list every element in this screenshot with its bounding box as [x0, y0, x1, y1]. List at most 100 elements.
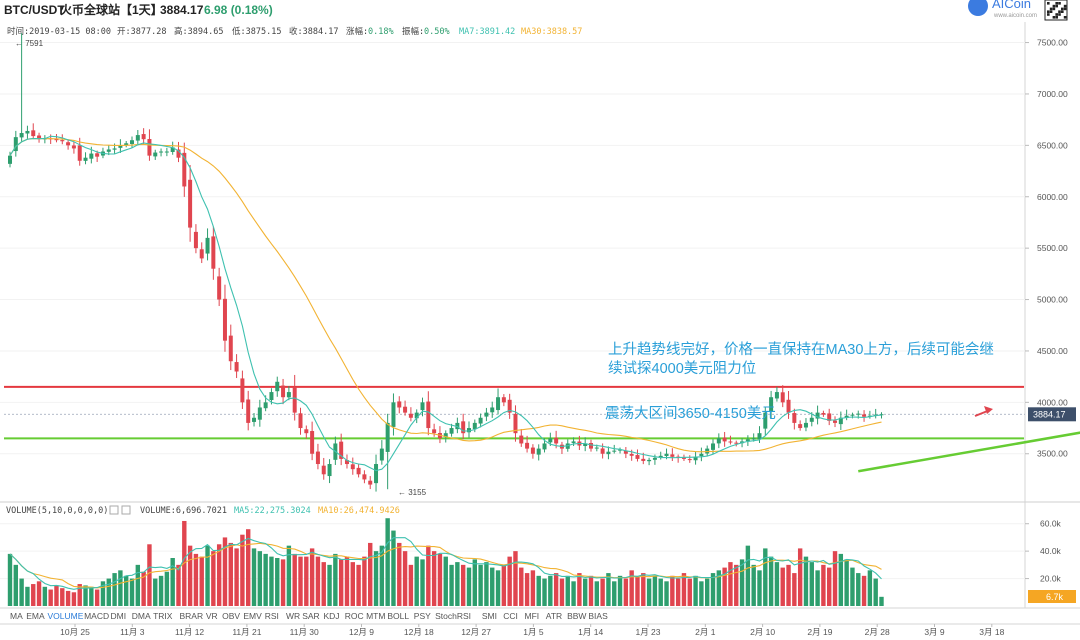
ohlc-time: 时间:2019-03-15 08:00	[7, 26, 111, 37]
volume-bar	[13, 564, 19, 606]
tab-ma[interactable]: MA	[10, 611, 23, 621]
candle-body	[769, 397, 774, 412]
candle-body	[95, 153, 100, 157]
tab-smi[interactable]: SMI	[482, 611, 497, 621]
volume-bar	[7, 553, 13, 606]
candle	[769, 390, 774, 419]
candle	[234, 354, 239, 379]
price-tick-label: 4000.00	[1037, 397, 1068, 407]
date-tick-label: 1月 14	[578, 627, 603, 637]
tab-brar[interactable]: BRAR	[180, 611, 204, 621]
tab-mfi[interactable]: MFI	[525, 611, 540, 621]
tab-kdj[interactable]: KDJ	[324, 611, 340, 621]
volume-bar	[797, 548, 803, 606]
qr-cell	[1055, 13, 1058, 16]
tab-dmi[interactable]: DMI	[111, 611, 127, 621]
candle-body	[292, 386, 297, 413]
candle	[490, 401, 495, 418]
settings-icon[interactable]	[109, 505, 119, 515]
candle-body	[321, 465, 326, 475]
candle-body	[60, 140, 65, 142]
candle	[792, 408, 797, 430]
tab-sar[interactable]: SAR	[302, 611, 319, 621]
candle-body	[263, 402, 268, 409]
brand-icon	[968, 0, 988, 16]
tab-bias[interactable]: BIAS	[588, 611, 608, 621]
tab-ema[interactable]: EMA	[26, 611, 45, 621]
candle	[583, 437, 588, 452]
volume-bar	[344, 556, 350, 606]
volume-bar	[251, 548, 257, 606]
tab-vr[interactable]: VR	[206, 611, 218, 621]
trend-annotation-line2: 续试探4000美元阻力位	[608, 360, 756, 377]
tab-rsi[interactable]: RSI	[265, 611, 279, 621]
candle	[211, 226, 216, 280]
volume-bar	[54, 585, 59, 606]
candle-body	[519, 435, 524, 444]
candle-body	[130, 140, 135, 145]
tab-mtm[interactable]: MTM	[366, 611, 385, 621]
volume-bar	[42, 586, 48, 606]
volume-tick-label: 60.0k	[1040, 519, 1062, 529]
volume-bar	[844, 559, 849, 606]
tab-volume[interactable]: VOLUME	[48, 611, 84, 621]
high-marker: ← 7591	[15, 39, 44, 48]
tab-atr[interactable]: ATR	[546, 611, 562, 621]
range-annotation: 震荡大区间3650-4150美元	[605, 405, 776, 422]
tab-psy[interactable]: PSY	[414, 611, 431, 621]
close-icon[interactable]	[121, 505, 131, 515]
candle	[496, 388, 501, 415]
candle	[8, 151, 12, 168]
tab-roc[interactable]: ROC	[345, 611, 364, 621]
candle-body	[286, 392, 291, 398]
tab-cci[interactable]: CCI	[503, 611, 518, 621]
candle-body	[681, 457, 686, 459]
candle-body	[594, 447, 599, 449]
candle	[257, 399, 262, 427]
volume-bar	[280, 559, 286, 606]
volume-bar	[402, 551, 408, 606]
volume-bar	[77, 584, 82, 606]
candle-body	[193, 231, 198, 249]
volume-bar	[722, 567, 727, 606]
volume-bar	[751, 564, 756, 606]
volume-bar	[670, 575, 675, 606]
tab-dma[interactable]: DMA	[132, 611, 151, 621]
volume-bar	[60, 588, 65, 606]
candle-body	[705, 448, 710, 454]
tab-trix[interactable]: TRIX	[153, 611, 173, 621]
last-volume-tag: 6.7k	[1028, 590, 1076, 603]
price-tick-label: 5000.00	[1037, 295, 1068, 305]
volume-bar	[856, 573, 861, 606]
tab-macd[interactable]: MACD	[84, 611, 109, 621]
tab-boll[interactable]: BOLL	[387, 611, 409, 621]
trend-annotation-line1: 上升趋势线完好，价格一直保持在MA30上方，后续可能会继	[608, 341, 994, 358]
candle-body	[385, 422, 390, 452]
qr-cell	[1063, 16, 1067, 19]
date-tick-label: 12月 18	[404, 627, 434, 637]
date-tick-label: 3月 9	[924, 627, 945, 637]
volume-bar	[25, 586, 30, 606]
tab-bbw[interactable]: BBW	[567, 611, 586, 621]
volume-bar	[768, 556, 774, 606]
candle-body	[606, 451, 611, 455]
candle-body	[507, 399, 512, 413]
candle	[821, 410, 826, 417]
volume-bar	[321, 562, 326, 606]
tab-obv[interactable]: OBV	[222, 611, 240, 621]
candle-body	[612, 450, 617, 452]
tab-wr[interactable]: WR	[286, 611, 300, 621]
volume-bar	[745, 545, 751, 606]
date-tick-label: 11月 21	[232, 627, 261, 637]
candle	[647, 457, 652, 466]
candle	[833, 416, 838, 428]
tab-emv[interactable]: EMV	[243, 611, 262, 621]
volume-bar	[838, 553, 844, 606]
volume-bar	[600, 578, 605, 606]
volume-bar	[437, 553, 443, 606]
volume-bar	[373, 551, 379, 606]
volume-legend-value: VOLUME:6,696.7021	[140, 506, 227, 516]
candle	[240, 370, 245, 409]
tab-stochrsi[interactable]: StochRSI	[435, 611, 471, 621]
